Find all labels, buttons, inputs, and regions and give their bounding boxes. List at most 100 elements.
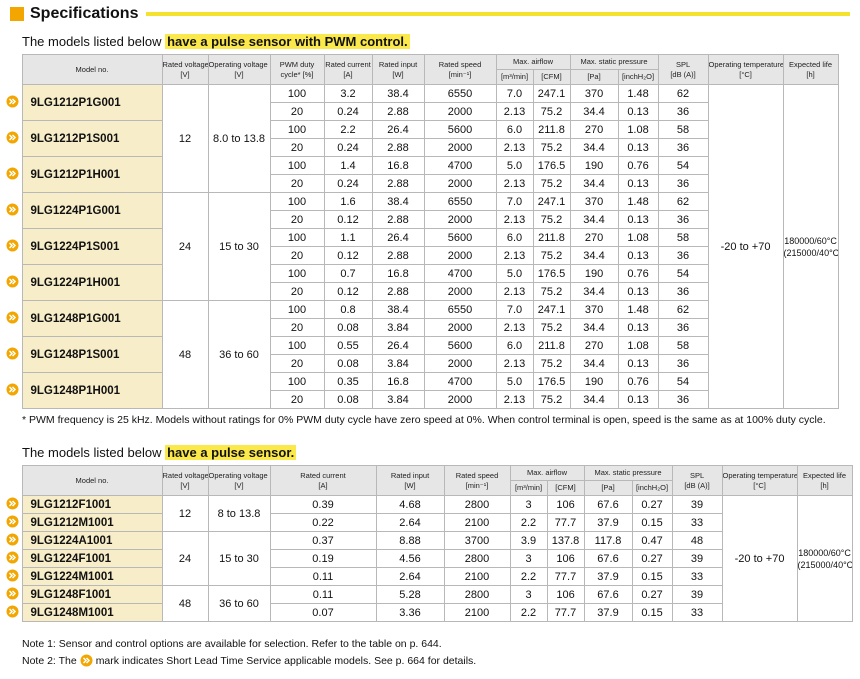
header-text: Rated input — [378, 59, 418, 69]
value-cell: 2000 — [423, 138, 497, 157]
model-cell: 9LG1224P1H001 — [21, 264, 163, 301]
value-cell: 36 — [657, 282, 709, 301]
value-cell: 26.4 — [371, 228, 425, 247]
model-cell: 9LG1224F1001 — [21, 549, 163, 568]
data-row: 9LG1212P1G001 12 8.0 to 13.8 100 3.2 38.4 6550… — [6, 84, 839, 409]
value-cell: 0.11 — [269, 567, 377, 586]
header-cell: SPL [dB (A)] — [657, 54, 709, 85]
header-text: [dB (A)] — [670, 69, 696, 79]
header-cell: Rated speed [min⁻¹] — [443, 465, 511, 496]
value-cell: 16.8 — [371, 264, 425, 283]
range-cell: 15 to 30 — [207, 531, 271, 586]
value-cell: 3 — [509, 549, 548, 568]
value-cell: 2.88 — [371, 174, 425, 193]
value-cell: 2.13 — [495, 102, 534, 121]
value-cell: 20 — [269, 354, 325, 373]
value-cell: 58 — [657, 336, 709, 355]
model-cell: 9LG1248F1001 — [21, 585, 163, 604]
header-cell: SPL [dB (A)] — [671, 465, 723, 496]
value-cell: 370 — [569, 192, 619, 211]
value-cell: 0.08 — [323, 318, 373, 337]
value-cell: 58 — [657, 228, 709, 247]
value-cell: 39 — [671, 549, 723, 568]
value-cell: 0.13 — [617, 174, 659, 193]
header-text: SPL — [675, 59, 691, 69]
icon-cell — [6, 531, 22, 550]
value-cell: 247.1 — [532, 192, 571, 211]
header-text: cycle* [%] — [280, 69, 314, 79]
value-cell: 33 — [671, 603, 723, 622]
value-cell: 2100 — [443, 513, 511, 532]
value-cell: 3700 — [443, 531, 511, 550]
value-cell: 0.76 — [617, 264, 659, 283]
model-cell: 9LG1212F1001 — [21, 495, 163, 514]
value-cell: 75.2 — [532, 174, 571, 193]
value-cell: 0.35 — [323, 372, 373, 391]
intro: The models listed below have a pulse sen… — [22, 34, 410, 49]
header-cell: Max. static pressure — [569, 54, 659, 70]
value-cell: 0.24 — [323, 102, 373, 121]
value-cell: 3.36 — [375, 603, 445, 622]
data-row: 9LG1248P1S001 100 0.55 26.4 5600 6.0 211.8 270 1… — [6, 336, 838, 373]
header-unit: [m³/min] — [495, 69, 534, 85]
value-cell: 33 — [671, 513, 723, 532]
model-cell: 9LG1224M1001 — [21, 567, 163, 586]
header-cell: Expected life [h] — [782, 54, 839, 85]
value-cell: 8.88 — [375, 531, 445, 550]
header-text: Rated speed — [455, 470, 499, 480]
value-cell: 36 — [657, 390, 709, 409]
value-cell: 77.7 — [546, 513, 585, 532]
icon-cell — [6, 567, 22, 586]
value-cell: 100 — [269, 84, 325, 103]
header-text: Operating temperature — [708, 59, 784, 69]
data-row: 9LG1212P1H001 100 1.4 16.8 4700 5.0 176.5 190 0.… — [6, 156, 838, 193]
value-cell: 0.13 — [617, 318, 659, 337]
value-cell: 2.64 — [375, 567, 445, 586]
title-rule — [146, 12, 850, 16]
model-cell: 9LG1212P1G001 — [21, 84, 163, 121]
icon-header — [6, 54, 22, 85]
value-cell: 100 — [269, 264, 325, 283]
header-text: [h] — [806, 69, 815, 79]
header-cell: Model no. — [21, 54, 163, 85]
value-cell: 0.39 — [269, 495, 377, 514]
range-cell: 36 to 60 — [207, 300, 271, 409]
value-cell: 4.56 — [375, 549, 445, 568]
lead-time-icon — [6, 497, 19, 509]
icon-cell — [6, 513, 22, 532]
spec-table: Model no. Rated voltage [V] Operating volta… — [6, 465, 853, 622]
value-cell: 0.76 — [617, 372, 659, 391]
data-row: 20 0.24 2.88 2000 2.13 75.2 34.4 0.13 36 — [6, 138, 838, 157]
data-row: 9LG1212F1001 12 8 to 13.8 0.39 4.68 2800 3 106 6… — [6, 495, 853, 622]
life-text: 180000/60°C — [784, 235, 837, 246]
note-text: mark indicates Short Lead Time Service a… — [95, 654, 477, 667]
value-cell: 34.4 — [569, 318, 619, 337]
lead-time-icon — [6, 311, 19, 323]
value-cell: 2.88 — [371, 210, 425, 229]
value-cell: 0.7 — [323, 264, 373, 283]
value-cell: 4700 — [423, 372, 497, 391]
value-cell: 106 — [546, 585, 585, 604]
value-cell: 37.9 — [583, 513, 633, 532]
icon-cell — [6, 603, 22, 622]
value-cell: 34.4 — [569, 282, 619, 301]
life-text: 180000/60°C — [798, 547, 851, 558]
header-cell: Max. airflow — [495, 54, 571, 70]
table-wrap: Model no. Rated voltage [V] Operating volta… — [6, 465, 853, 622]
value-cell: 0.08 — [323, 390, 373, 409]
model-cell: 9LG1248P1G001 — [21, 300, 163, 337]
value-cell: 75.2 — [532, 282, 571, 301]
value-cell: 2.2 — [509, 603, 548, 622]
value-cell: 3.84 — [371, 318, 425, 337]
value-cell: 100 — [269, 192, 325, 211]
value-cell: 2.88 — [371, 282, 425, 301]
value-cell: 54 — [657, 156, 709, 175]
value-cell: 176.5 — [532, 156, 571, 175]
value-cell: 100 — [269, 372, 325, 391]
header-text: [dB (A)] — [684, 480, 710, 490]
value-cell: 5.0 — [495, 372, 534, 391]
value-cell: 4700 — [423, 156, 497, 175]
model-cell: 9LG1248P1H001 — [21, 372, 163, 409]
intro-text: The models listed below — [22, 34, 162, 49]
header-cell: Rated input [W] — [375, 465, 445, 496]
